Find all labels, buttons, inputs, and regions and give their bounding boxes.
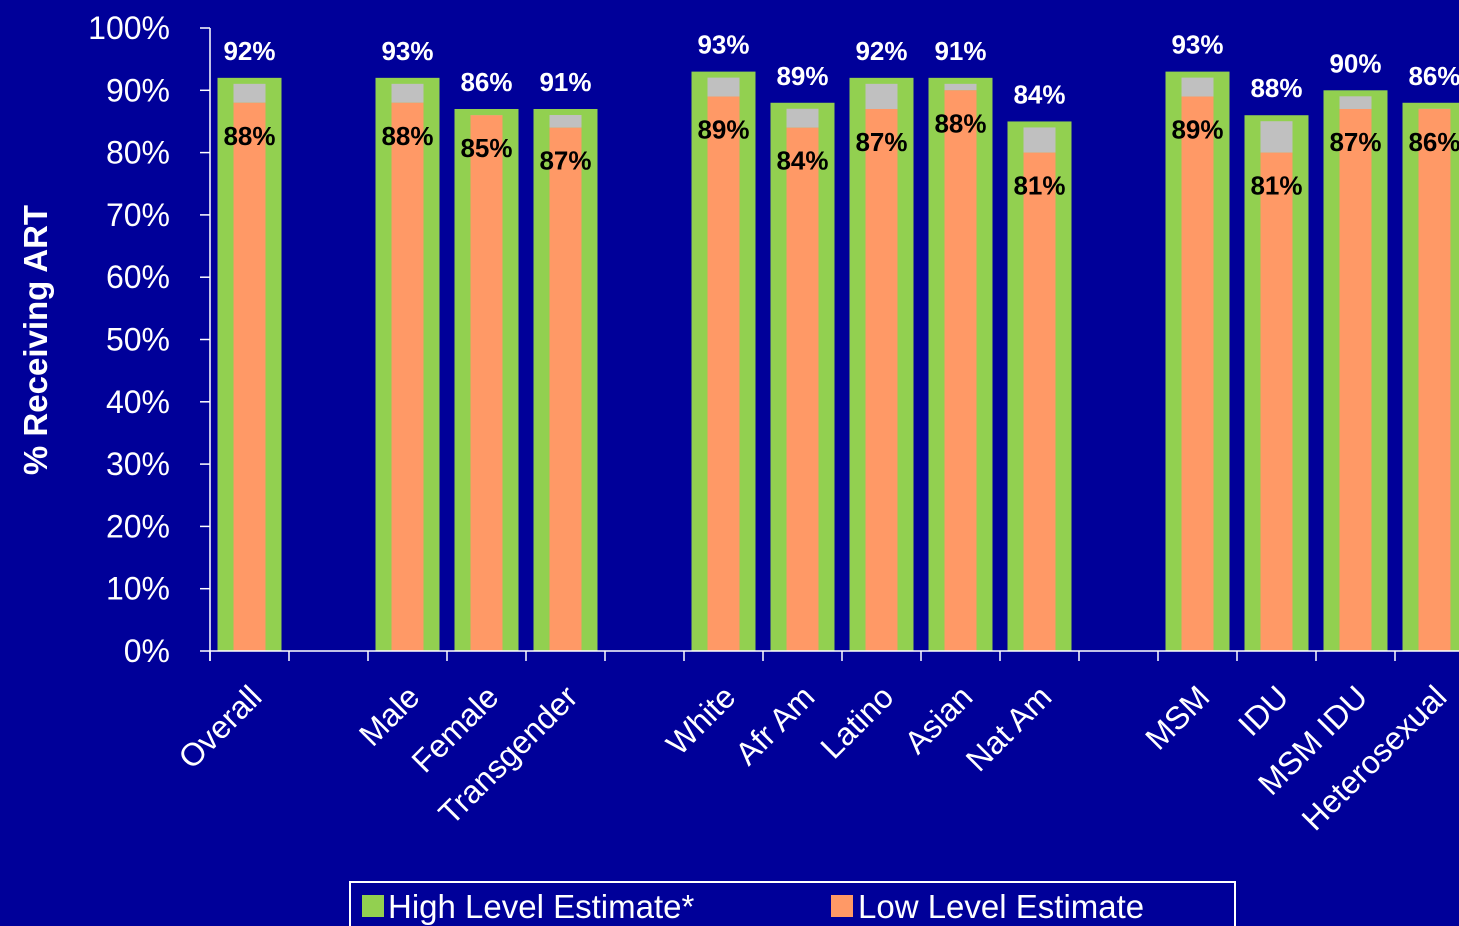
y-tick-label: 40% bbox=[106, 384, 170, 420]
bar-uncertainty bbox=[707, 77, 740, 97]
data-label-low: 87% bbox=[539, 146, 591, 176]
data-label-low: 81% bbox=[1250, 171, 1302, 201]
y-axis-title: % Receiving ART bbox=[17, 205, 54, 475]
y-tick-label: 100% bbox=[88, 10, 170, 46]
data-label-high: 90% bbox=[1329, 48, 1381, 78]
data-label-low: 88% bbox=[223, 121, 275, 151]
data-label-high: 91% bbox=[934, 36, 986, 66]
bar-low bbox=[786, 127, 819, 652]
y-tick-label: 0% bbox=[124, 633, 170, 669]
bar-uncertainty bbox=[549, 114, 582, 128]
y-tick-label: 60% bbox=[106, 259, 170, 295]
bar-uncertainty bbox=[1339, 96, 1372, 109]
data-label-low: 87% bbox=[1329, 127, 1381, 157]
data-label-high: 88% bbox=[1250, 73, 1302, 103]
bar-low bbox=[944, 90, 977, 652]
x-category-label: Nat Am bbox=[959, 678, 1059, 778]
bar-low bbox=[1023, 152, 1056, 651]
data-label-high: 84% bbox=[1013, 79, 1065, 109]
x-category-label: Latino bbox=[813, 678, 900, 765]
bar-uncertainty bbox=[1260, 121, 1293, 153]
x-category-label: Male bbox=[352, 678, 427, 753]
data-label-high: 86% bbox=[460, 67, 512, 97]
bar-low bbox=[707, 96, 740, 651]
y-tick-label: 70% bbox=[106, 197, 170, 233]
x-category-label: IDU bbox=[1231, 678, 1295, 742]
legend-label-high: High Level Estimate* bbox=[388, 888, 694, 925]
data-label-high: 93% bbox=[697, 30, 749, 60]
data-label-low: 85% bbox=[460, 133, 512, 163]
axes bbox=[209, 28, 1459, 661]
legend-label-low: Low Level Estimate bbox=[858, 888, 1144, 925]
data-label-low: 89% bbox=[697, 115, 749, 145]
legend-box bbox=[349, 881, 1236, 926]
data-label-high: 91% bbox=[539, 67, 591, 97]
bar-uncertainty bbox=[1023, 127, 1056, 153]
data-label-low: 88% bbox=[381, 121, 433, 151]
bar-low bbox=[1418, 108, 1451, 652]
bar-low bbox=[391, 102, 424, 651]
data-label-low: 81% bbox=[1013, 171, 1065, 201]
data-label-low: 89% bbox=[1171, 115, 1223, 145]
data-labels: 92% 88% 93% 88% 86% 85% 91% 87% 93% 89% 89% 84% 92% 8… bbox=[223, 30, 1459, 201]
x-category-label: Afr Am bbox=[728, 678, 821, 771]
y-tick-label: 50% bbox=[106, 322, 170, 358]
bar-low bbox=[549, 127, 582, 652]
data-label-low: 84% bbox=[776, 146, 828, 176]
y-tick-label: 80% bbox=[106, 135, 170, 171]
data-label-high: 92% bbox=[855, 36, 907, 66]
y-axis-ticks: 0% 10% 20% 30% 40% 50% 60% 70% 80% 90% 100% bbox=[88, 10, 210, 669]
data-label-low: 87% bbox=[855, 127, 907, 157]
bar-uncertainty bbox=[391, 83, 424, 103]
data-label-high: 89% bbox=[776, 61, 828, 91]
data-label-low: 86% bbox=[1408, 127, 1459, 157]
data-label-high: 86% bbox=[1408, 61, 1459, 91]
legend-swatch-low bbox=[831, 895, 853, 917]
y-tick-label: 10% bbox=[106, 571, 170, 607]
legend-swatch-high bbox=[362, 895, 384, 917]
data-label-high: 93% bbox=[1171, 30, 1223, 60]
data-label-low: 88% bbox=[934, 108, 986, 138]
data-label-high: 93% bbox=[381, 36, 433, 66]
y-tick-label: 30% bbox=[106, 446, 170, 482]
x-category-label: Overall bbox=[171, 678, 268, 775]
bar-low bbox=[233, 102, 266, 651]
bar-low bbox=[470, 115, 503, 652]
bar-uncertainty bbox=[865, 83, 898, 109]
x-category-label: MSM bbox=[1138, 678, 1216, 756]
data-label-high: 92% bbox=[223, 36, 275, 66]
bar-uncertainty bbox=[944, 83, 977, 91]
bar-low bbox=[1339, 108, 1372, 652]
bar-uncertainty bbox=[233, 83, 266, 103]
bar-low bbox=[865, 108, 898, 652]
bar-uncertainty bbox=[786, 108, 819, 128]
y-tick-label: 90% bbox=[106, 72, 170, 108]
bar-low bbox=[1181, 96, 1214, 651]
bar-low bbox=[1260, 152, 1293, 651]
legend: High Level Estimate* Low Level Estimate bbox=[349, 881, 1236, 926]
bars bbox=[217, 71, 1459, 652]
bar-uncertainty bbox=[1181, 77, 1214, 97]
y-tick-label: 20% bbox=[106, 508, 170, 544]
